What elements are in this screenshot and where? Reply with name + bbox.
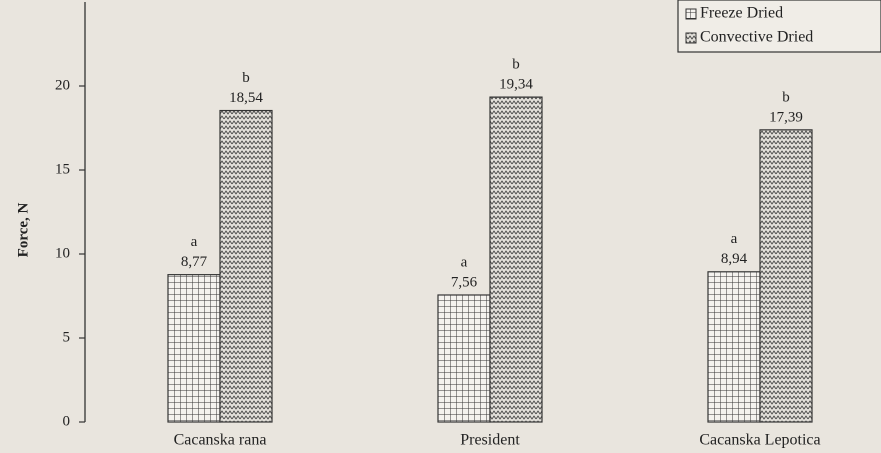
bar — [437, 294, 491, 423]
bar — [489, 96, 543, 423]
bar — [759, 129, 813, 423]
annotation: a — [731, 231, 738, 247]
x-tick-label: Cacanska rana — [174, 432, 267, 449]
annotation: a — [461, 254, 468, 270]
annotation: a — [191, 234, 198, 250]
bar — [707, 271, 761, 423]
legend-label: Convective Dried — [700, 29, 813, 46]
legend-label: Freeze Dried — [700, 5, 783, 22]
y-tick-label: 15 — [55, 161, 70, 177]
bar — [167, 274, 221, 423]
annotation: b — [242, 70, 250, 86]
annotation: b — [782, 89, 790, 105]
legend-swatch — [685, 32, 697, 44]
y-axis-label: Force, N — [15, 202, 31, 257]
y-tick-label: 20 — [55, 77, 70, 93]
value-label: 8,94 — [721, 251, 748, 267]
value-label: 7,56 — [451, 274, 478, 290]
legend-box — [677, 0, 881, 53]
x-tick-label: Cacanska Lepotica — [699, 432, 820, 449]
value-label: 8,77 — [181, 254, 208, 270]
bar — [219, 109, 273, 423]
value-label: 17,39 — [769, 109, 803, 125]
value-label: 19,34 — [499, 77, 533, 93]
annotation: b — [512, 57, 520, 73]
x-tick-label: President — [460, 432, 520, 449]
y-tick-label: 0 — [63, 413, 71, 429]
y-tick-label: 5 — [63, 329, 71, 345]
y-tick-label: 10 — [55, 245, 70, 261]
legend-swatch — [685, 8, 697, 20]
value-label: 18,54 — [229, 90, 263, 106]
